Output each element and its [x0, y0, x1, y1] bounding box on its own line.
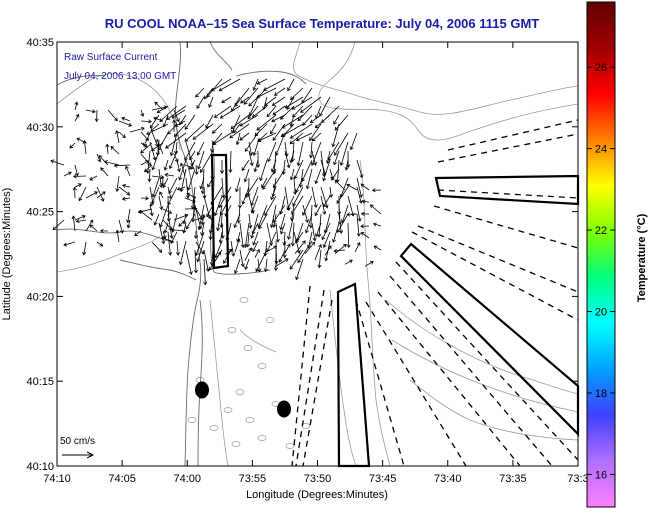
- x-tick-label: 73:45: [369, 473, 397, 485]
- colorbar-label: Temperature (°C): [636, 213, 648, 302]
- x-tick-label: 73:3: [567, 473, 588, 485]
- x-tick-label: 73:55: [239, 473, 267, 485]
- x-tick-label: 74:10: [43, 473, 71, 485]
- colorbar-tick-label: 16: [595, 469, 607, 481]
- x-tick-label: 73:40: [434, 473, 462, 485]
- scale-label: 50 cm/s: [60, 436, 95, 447]
- x-tick-label: 73:50: [304, 473, 332, 485]
- y-axis-label: Latitude (Degrees:Minutes): [1, 188, 13, 321]
- colorbar-tick-label: 26: [595, 62, 607, 74]
- annotation-line-2: July 04, 2006 13:00 GMT: [64, 71, 176, 82]
- y-tick-label: 40:20: [26, 291, 54, 303]
- y-tick-label: 40:15: [26, 376, 54, 388]
- colorbar-tick-label: 24: [595, 144, 607, 156]
- x-axis-label: Longitude (Degrees:Minutes): [246, 489, 388, 501]
- y-tick-label: 40:25: [26, 207, 54, 219]
- annotation-line-1: Raw Surface Current: [64, 52, 158, 63]
- x-tick-label: 73:35: [499, 473, 527, 485]
- colorbar-tick-label: 22: [595, 225, 607, 237]
- y-tick-label: 40:30: [26, 122, 54, 134]
- station-marker: [277, 401, 291, 418]
- x-tick-label: 74:00: [173, 473, 201, 485]
- chart-title: RU COOL NOAA–15 Sea Surface Temperature:…: [105, 16, 540, 31]
- station-marker: [195, 382, 209, 399]
- colorbar-tick-label: 18: [595, 388, 607, 400]
- colorbar-tick-label: 20: [595, 307, 607, 319]
- y-tick-label: 40:10: [26, 461, 54, 473]
- x-tick-label: 74:05: [108, 473, 136, 485]
- colorbar: [587, 2, 615, 507]
- y-tick-label: 40:35: [26, 37, 54, 49]
